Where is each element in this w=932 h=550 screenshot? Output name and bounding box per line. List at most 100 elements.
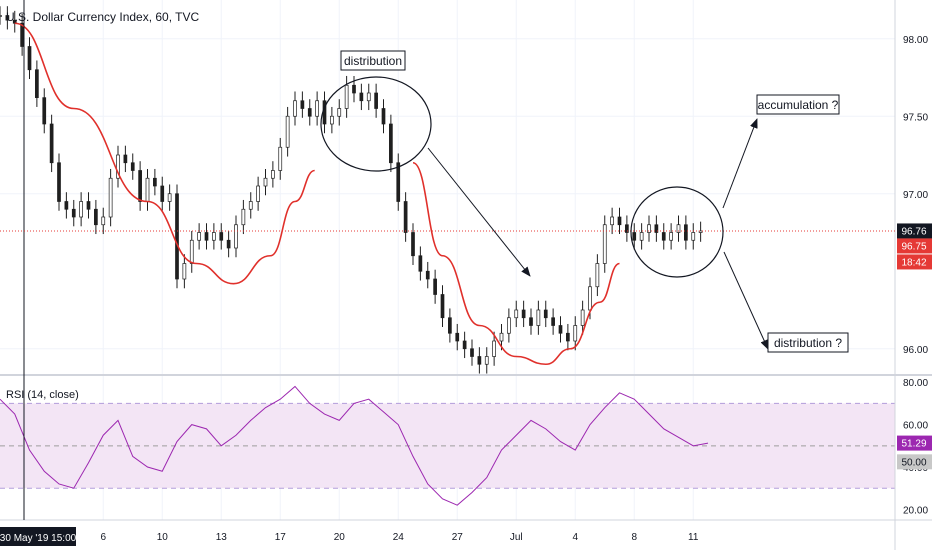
candle-body — [529, 317, 533, 326]
accumulation-ellipse[interactable] — [630, 186, 724, 278]
candle-body — [440, 294, 445, 319]
distribution-ellipse[interactable] — [320, 76, 432, 172]
candle-body — [684, 224, 688, 241]
candle-body — [602, 224, 607, 264]
candle-body — [71, 208, 76, 218]
distribution-q-label-box[interactable] — [767, 332, 849, 353]
candle-body — [123, 154, 128, 164]
candle-body — [130, 162, 135, 171]
candle-body — [35, 69, 39, 98]
time-tick-label: 11 — [688, 532, 699, 543]
candle-body — [307, 108, 312, 117]
rsi-tick-label: 20.00 — [903, 505, 928, 516]
rsi-mid-value: 50.00 — [901, 457, 926, 468]
candle-body — [315, 100, 319, 117]
candle-body — [241, 208, 246, 226]
time-tick-label: 6 — [100, 532, 106, 543]
candle-body — [212, 232, 216, 241]
candle-body — [566, 332, 570, 342]
candle-body — [558, 325, 563, 334]
price-tick-label: 97.00 — [903, 190, 928, 201]
candle-body — [204, 232, 209, 241]
candle-body — [595, 263, 600, 288]
candle-body — [514, 309, 519, 319]
candle-body — [448, 317, 452, 334]
candle-body — [425, 270, 430, 280]
candle-body — [42, 97, 47, 125]
candle-body — [669, 232, 673, 241]
up-scenario-arrow[interactable] — [722, 118, 758, 209]
candle-body — [403, 201, 408, 233]
candle-body — [543, 309, 548, 319]
candle-body — [167, 193, 172, 202]
countdown-badge — [897, 254, 932, 270]
time-cursor-label: 30 May '19 15:00 — [0, 533, 77, 544]
candle-body — [189, 239, 194, 264]
candle-body — [94, 208, 98, 226]
candle-body — [654, 224, 659, 233]
candle-body — [0, 15, 2, 17]
rsi-mid-badge — [897, 454, 932, 470]
candle-body — [234, 224, 238, 249]
candle-body — [359, 92, 364, 102]
candle-body — [418, 255, 423, 272]
time-tick-label: 13 — [216, 532, 228, 543]
accumulation-label-box[interactable] — [756, 94, 840, 115]
price-tick-label: 97.50 — [903, 112, 928, 123]
candle-body — [691, 232, 696, 241]
rsi-tick-label: 80.00 — [903, 378, 928, 389]
candle-body — [588, 286, 592, 311]
candle-body — [248, 201, 253, 210]
time-tick-label: 10 — [157, 532, 169, 543]
candle-body — [433, 278, 437, 295]
candle-body — [610, 216, 614, 226]
distribution-label-box[interactable] — [340, 50, 406, 71]
accumulation-label: accumulation ? — [758, 98, 839, 112]
candle-body — [470, 348, 474, 357]
candle-body — [226, 239, 231, 249]
candle-body — [5, 15, 10, 21]
candle-body — [182, 263, 187, 280]
candle-body — [79, 201, 83, 218]
price-axis[interactable]: 98.00 97.50 97.00 96.00 — [903, 35, 928, 356]
secondary-price-badge — [897, 238, 932, 254]
candle-body — [580, 309, 585, 326]
candle-body — [256, 185, 260, 202]
rounded-curve[interactable] — [14, 22, 315, 285]
candle-body — [698, 230, 703, 233]
time-tick-label: 24 — [393, 532, 405, 543]
last-price-value: 96.76 — [901, 226, 926, 237]
candle-body — [145, 177, 150, 202]
rsi-tick-label: 60.00 — [903, 421, 928, 432]
rsi-last-badge — [897, 435, 932, 451]
down-scenario-arrow[interactable] — [723, 251, 769, 350]
time-tick-label: 4 — [572, 532, 578, 543]
candle-body — [352, 84, 356, 94]
candle-body — [477, 356, 482, 365]
candle-body — [507, 317, 511, 334]
price-pane[interactable] — [0, 0, 895, 372]
candle-body — [462, 340, 467, 350]
candle-body — [197, 232, 201, 241]
candle-body — [27, 46, 32, 71]
candle-body — [521, 309, 526, 319]
candle-body — [101, 216, 106, 226]
time-axis[interactable]: 6 10 13 17 20 24 27 Jul 4 8 11 — [100, 532, 698, 543]
candle-body — [116, 154, 120, 179]
rsi-band — [0, 402, 895, 489]
candle-body — [389, 123, 393, 164]
candle-body — [263, 177, 268, 187]
down-arrow[interactable] — [427, 147, 531, 277]
candle-body — [86, 201, 91, 210]
candle-body — [64, 201, 69, 210]
curves — [14, 22, 620, 366]
candle-body — [374, 92, 378, 109]
candle-body — [676, 224, 681, 233]
candle-body — [499, 332, 504, 342]
rounded-curve[interactable] — [412, 161, 620, 366]
candle-body — [300, 100, 305, 109]
candle-body — [492, 340, 496, 357]
candle-body — [160, 185, 165, 202]
